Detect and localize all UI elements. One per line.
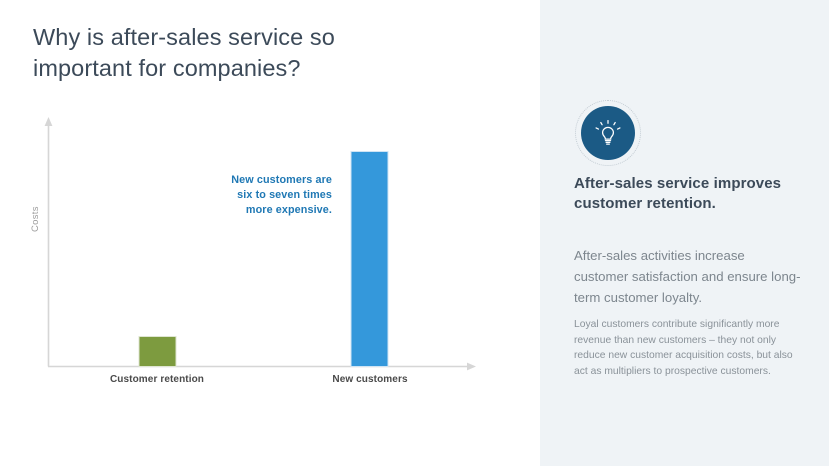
lightbulb-icon-circle: [581, 106, 635, 160]
y-axis-arrow-icon: [44, 117, 53, 126]
chart-annotation-line-1: New customers are: [231, 174, 332, 186]
panel-heading-line-1: After-sales service: [574, 175, 710, 192]
panel-heading-line-3: retention.: [646, 194, 716, 212]
bar-chart: Costs New customers are six to seven tim…: [30, 117, 476, 385]
panel-heading-line-2: improves customer: [574, 175, 782, 212]
x-axis-category-label-1: New customers: [332, 374, 408, 385]
panel-note-text: Loyal customers contribute significantly…: [574, 319, 793, 377]
bar-customer-retention: [138, 336, 177, 367]
page-title-line-1: Why is after-sales service so: [33, 24, 335, 50]
insight-panel: After-sales service improves customer re…: [540, 0, 829, 466]
lightbulb-icon: [595, 119, 621, 145]
dotted-ring-decoration: [575, 100, 641, 166]
chart-annotation-line-3: more expensive.: [245, 204, 332, 217]
lightbulb-icon-wrapper: [575, 100, 641, 166]
chart-canvas: [44, 117, 476, 371]
bar-new-customers: [350, 151, 389, 367]
x-axis-arrow-icon: [467, 362, 476, 371]
page-title: Why is after-sales service so important …: [33, 22, 503, 84]
chart-annotation: New customers are six to seven times mor…: [196, 173, 332, 219]
panel-heading: After-sales service improves customer re…: [574, 174, 804, 213]
x-axis-category-label-0: Customer retention: [109, 374, 205, 385]
y-axis-label: Costs: [30, 206, 41, 232]
chart-annotation-line-2: six to seven times: [237, 189, 332, 202]
page-title-line-2: important for companies?: [33, 55, 301, 81]
panel-body-text: After-sales activities increase customer…: [574, 248, 801, 305]
